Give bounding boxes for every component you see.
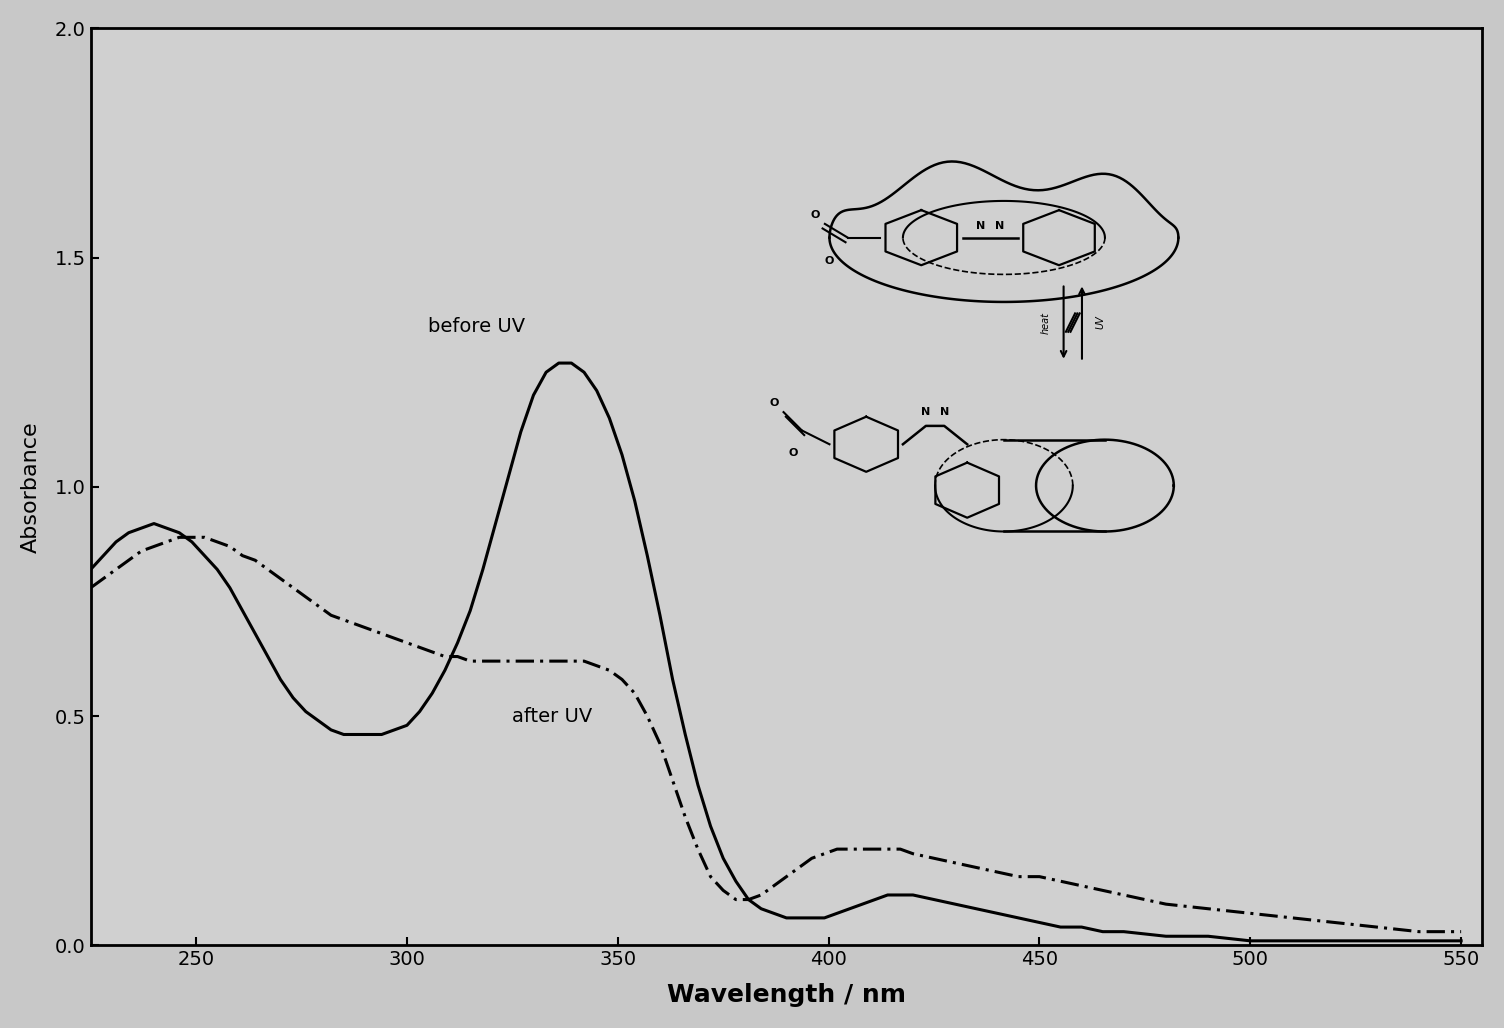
X-axis label: Wavelength / nm: Wavelength / nm <box>666 983 905 1007</box>
Text: O: O <box>811 210 820 220</box>
Text: N: N <box>940 407 949 417</box>
Text: O: O <box>788 448 797 458</box>
Text: heat: heat <box>1041 311 1050 334</box>
Text: N: N <box>976 221 985 231</box>
Text: UV: UV <box>1095 316 1105 329</box>
Y-axis label: Absorbance: Absorbance <box>21 421 41 553</box>
Text: after UV: after UV <box>513 707 593 726</box>
Text: N: N <box>994 221 1005 231</box>
Text: before UV: before UV <box>429 317 525 335</box>
Text: N: N <box>922 407 931 417</box>
Text: O: O <box>824 256 835 265</box>
Text: O: O <box>770 398 779 408</box>
